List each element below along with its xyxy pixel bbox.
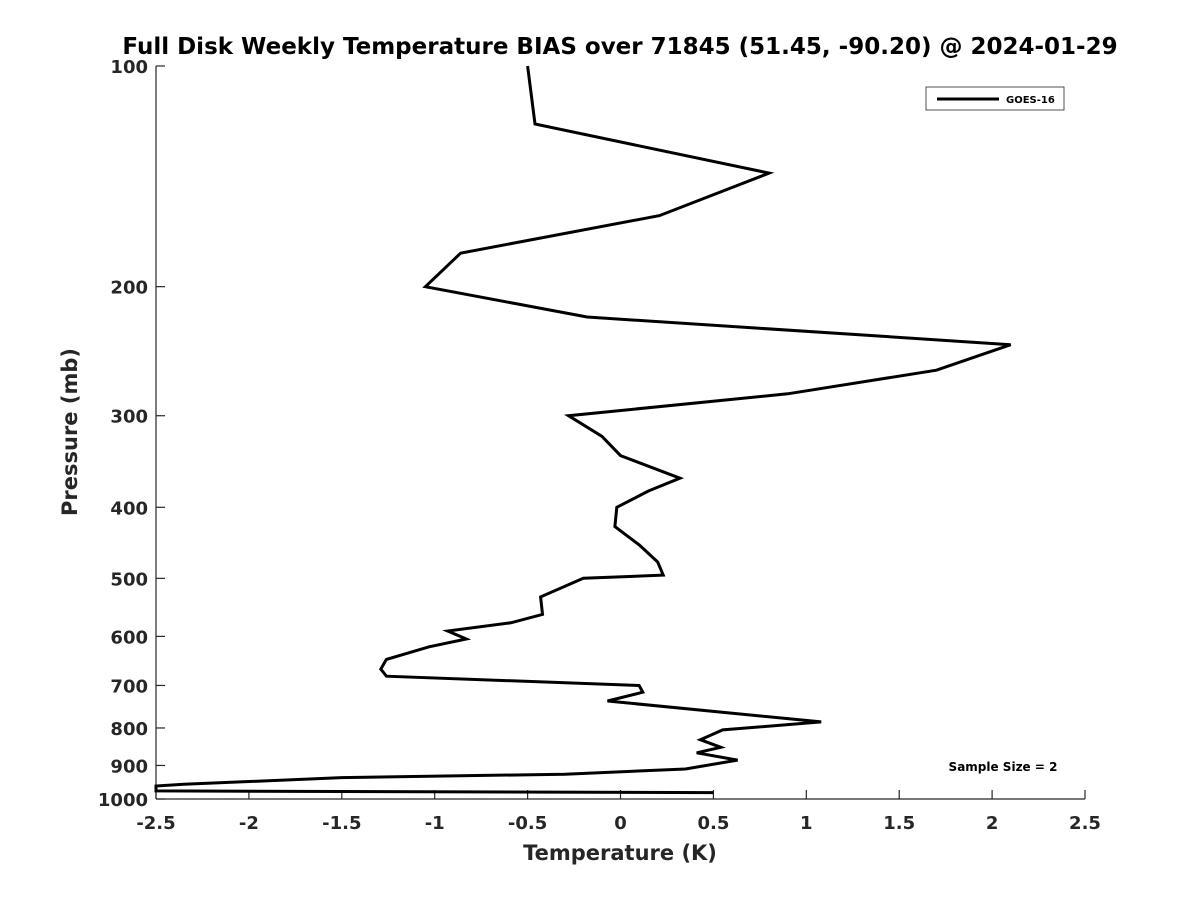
- goes-16-series-line: [154, 65, 1012, 795]
- x-axis-label: Temperature (K): [523, 841, 717, 865]
- y-tick-label: 800: [110, 719, 148, 740]
- y-tick-label: 1000: [98, 790, 148, 811]
- y-tick-label: 200: [110, 278, 148, 299]
- x-tick-label: -2: [239, 813, 259, 834]
- y-tick-label: 500: [110, 569, 148, 590]
- x-tick-label: 1.5: [883, 813, 915, 834]
- chart-title: Full Disk Weekly Temperature BIAS over 7…: [122, 34, 1117, 60]
- y-tick-label: 100: [110, 57, 148, 78]
- legend-entry: GOES-16: [1006, 95, 1055, 106]
- x-tick-label: 0: [614, 813, 627, 834]
- y-tick-label: 400: [110, 498, 148, 519]
- sample-size-annotation: Sample Size = 2: [949, 760, 1058, 774]
- y-tick-label: 900: [110, 756, 148, 777]
- y-tick-label: 300: [110, 407, 148, 428]
- y-tick-label: 700: [110, 676, 148, 697]
- y-axis-label: Pressure (mb): [58, 348, 82, 516]
- x-tick-label: -1.5: [322, 813, 361, 834]
- x-tick-label: -0.5: [508, 813, 547, 834]
- x-tick-label: -2.5: [136, 813, 175, 834]
- x-tick-label: 2: [986, 813, 999, 834]
- legend: GOES-16: [925, 86, 1065, 111]
- x-tick-label: -1: [425, 813, 445, 834]
- y-axis-ticks: 100 200 300 400 500 600 700 800 900 1000: [98, 57, 165, 811]
- y-tick-label: 600: [110, 627, 148, 648]
- x-axis-ticks: -2.5 -2 -1.5 -1 -0.5 0 0.5 1 1.5 2 2.5: [136, 790, 1101, 834]
- plot-area: [156, 66, 1085, 799]
- x-tick-label: 1: [800, 813, 813, 834]
- x-tick-label: 0.5: [697, 813, 729, 834]
- x-tick-label: 2.5: [1069, 813, 1101, 834]
